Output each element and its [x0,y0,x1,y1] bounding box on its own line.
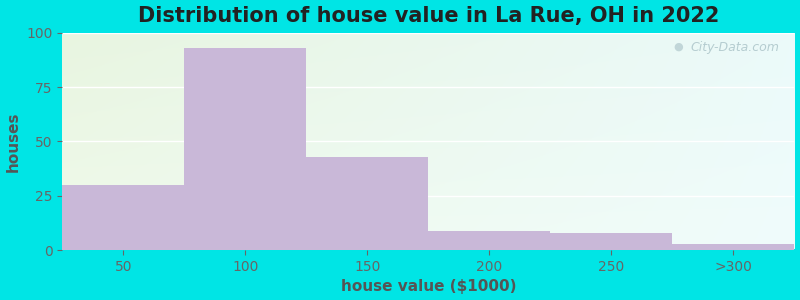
Title: Distribution of house value in La Rue, OH in 2022: Distribution of house value in La Rue, O… [138,6,719,26]
Bar [428,231,550,250]
X-axis label: house value ($1000): house value ($1000) [341,279,516,294]
Bar [306,157,428,250]
Bar [184,48,306,250]
Text: City-Data.com: City-Data.com [691,41,780,54]
Bar [62,185,184,250]
Bar [673,244,794,250]
Text: ●: ● [674,41,683,51]
Y-axis label: houses: houses [6,111,21,172]
Bar [550,233,673,250]
